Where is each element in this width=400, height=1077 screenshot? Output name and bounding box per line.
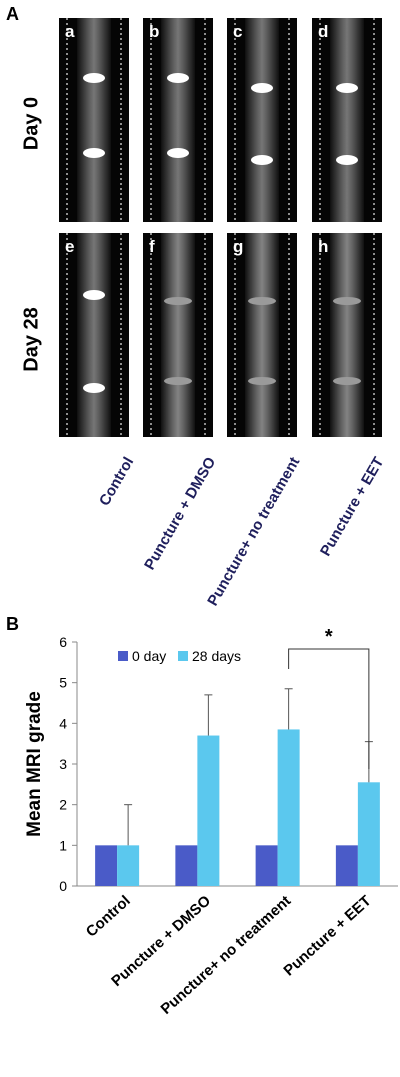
spine-scan-graphic [319,18,375,222]
y-tick-label: 5 [59,675,67,691]
mri-image-tag: h [318,237,329,256]
mri-image-h: h [312,233,382,437]
mri-image-e: e [59,233,129,437]
y-tick-label: 4 [59,715,67,731]
mri-image-tag: g [233,237,244,256]
spine-scan-graphic [150,233,206,437]
y-axis-label: Mean MRI grade [24,691,45,837]
y-tick-label: 2 [59,797,67,813]
bar-day-0 [255,845,278,886]
panel-a-letter: A [6,4,19,24]
x-category-label: Puncture+ no treatment [157,892,294,1018]
mri-image-f: f [143,233,213,437]
y-tick-label: 1 [59,837,67,853]
legend-swatch [118,651,128,661]
bar-day-28 [117,845,140,886]
x-category-label: Control [83,892,134,940]
mri-image-tag: e [65,237,75,256]
significance-star: * [325,626,333,648]
bar-day-28 [197,735,220,886]
mri-image-a: a [59,18,129,222]
bar-day-28 [357,782,380,886]
spine-scan-graphic [234,18,290,222]
x-category-label: Puncture + EET [280,892,374,979]
mri-image-tag: a [65,22,75,41]
row-label-day-0: Day 0 [20,96,43,151]
mri-image-tag: f [149,237,155,256]
y-tick-label: 6 [59,634,67,650]
mri-image-c: c [227,18,297,222]
spine-scan-graphic [150,18,206,222]
spine-scan-graphic [319,233,375,437]
significance-bracket [288,648,370,769]
mri-image-g: g [227,233,297,437]
spine-scan-graphic [66,18,122,222]
legend-label: 0 day [132,648,166,664]
y-tick-label: 0 [59,878,67,894]
y-tick-label: 3 [59,756,67,772]
bar-day-28 [277,729,300,886]
mri-image-tag: c [233,22,243,41]
bar-day-0 [95,845,118,886]
spine-scan-graphic [66,233,122,437]
legend-swatch [178,651,188,661]
mri-image-b: b [143,18,213,222]
legend-label: 28 days [192,648,241,664]
spine-scan-graphic [234,233,290,437]
mri-image-tag: d [318,22,329,41]
bar-day-0 [335,845,358,886]
bar-day-0 [175,845,198,886]
mri-image-d: d [312,18,382,222]
mri-image-tag: b [149,22,160,41]
row-label-day-28: Day 28 [20,307,43,372]
panel-b-letter: B [6,614,19,634]
